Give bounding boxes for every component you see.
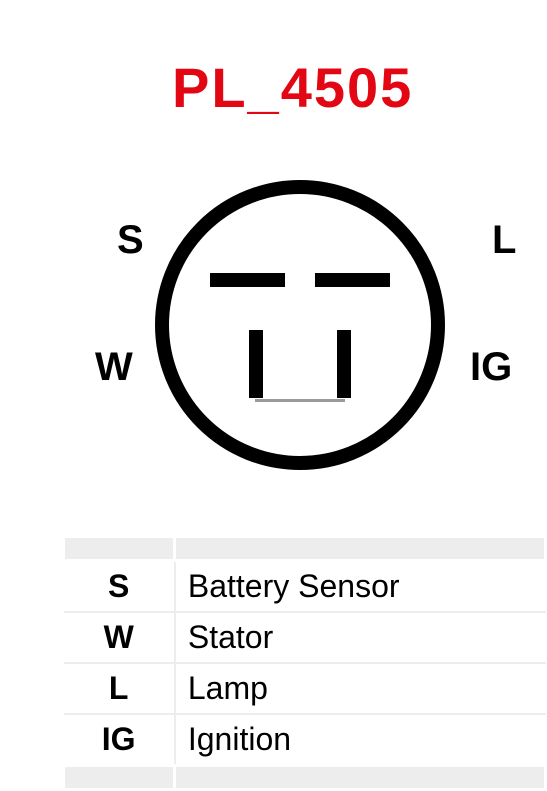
pin-label-s: S: [117, 218, 144, 263]
legend-row: SBattery Sensor: [64, 561, 546, 613]
connector-notch: [255, 399, 345, 402]
legend-header-cell: [64, 766, 175, 790]
connector-diagram: [148, 173, 452, 477]
legend-row: LLamp: [64, 663, 546, 714]
pin-label-ig: IG: [470, 345, 512, 390]
part-number-title: PL_4505: [172, 55, 413, 120]
legend-header-cell: [64, 537, 175, 561]
connector-outline: [162, 187, 438, 463]
pin-legend-table: SBattery SensorWStatorLLampIGIgnition: [62, 535, 547, 791]
legend-description: Lamp: [175, 663, 546, 714]
legend-symbol: L: [64, 663, 175, 714]
legend-description: Battery Sensor: [175, 561, 546, 613]
legend-description: Stator: [175, 612, 546, 663]
legend-header-cell: [175, 537, 546, 561]
diagram-canvas: PL_4505 SLWIG SBattery SensorWStatorLLam…: [0, 0, 547, 761]
legend-row: WStator: [64, 612, 546, 663]
pin-label-w: W: [95, 345, 133, 390]
pin-label-l: L: [492, 218, 516, 263]
legend-row: IGIgnition: [64, 714, 546, 766]
legend-symbol: S: [64, 561, 175, 613]
legend-symbol: W: [64, 612, 175, 663]
legend-symbol: IG: [64, 714, 175, 766]
legend-header-cell: [175, 766, 546, 790]
legend-description: Ignition: [175, 714, 546, 766]
legend-header-row: [64, 537, 546, 561]
legend-header-row: [64, 766, 546, 790]
